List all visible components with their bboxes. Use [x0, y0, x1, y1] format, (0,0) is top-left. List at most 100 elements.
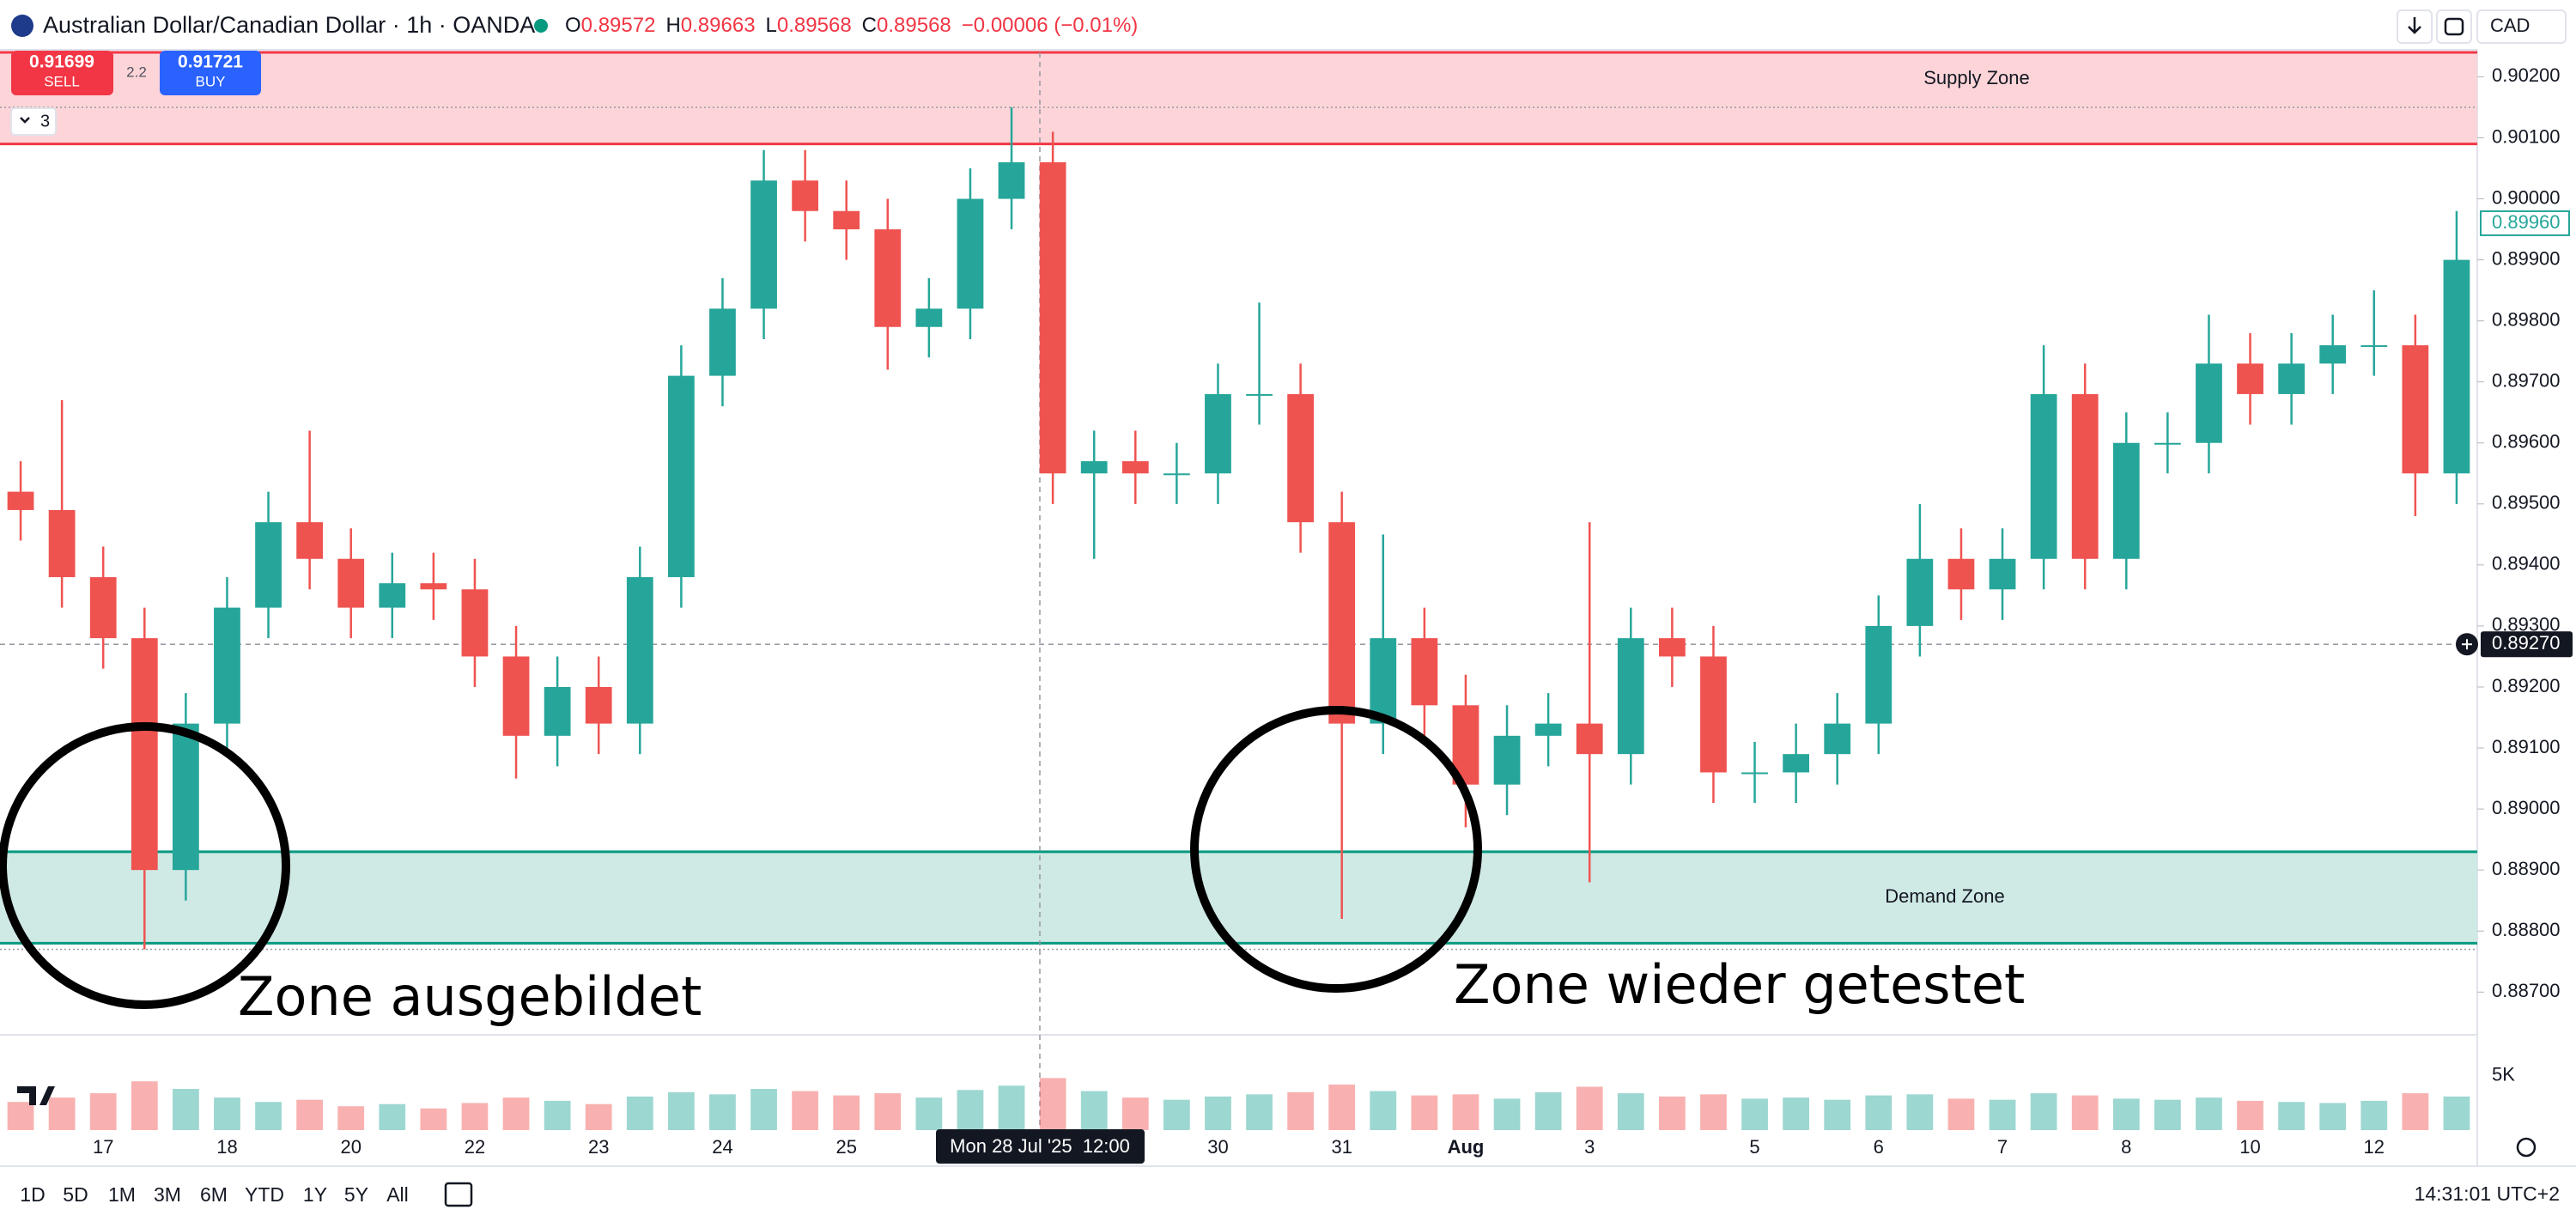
volume-bar — [379, 1103, 406, 1130]
candle-body — [1824, 723, 1851, 755]
volume-bar — [1906, 1094, 1934, 1130]
y-tick-label: 0.90000 — [2492, 186, 2561, 208]
candle-body — [296, 522, 324, 559]
sell-label: SELL — [44, 73, 80, 89]
candle-body — [1906, 558, 1934, 626]
last-price-label: 0.89960 — [2492, 211, 2561, 233]
volume-bar — [2196, 1097, 2222, 1130]
buy-button[interactable] — [160, 51, 261, 95]
y-tick-label: 0.89700 — [2492, 370, 2561, 392]
candle-body — [2112, 442, 2140, 559]
volume-bar — [2237, 1100, 2263, 1130]
candle-body — [2360, 345, 2388, 348]
market-status — [534, 19, 548, 33]
candle-body — [48, 509, 76, 578]
y-tick-label: 0.89900 — [2492, 247, 2561, 269]
candle-body — [1205, 393, 1231, 474]
crosshair-time-label: Mon 28 Jul '25 12:00 — [950, 1135, 1130, 1157]
candle-body — [2278, 363, 2306, 394]
candle-body — [89, 577, 117, 639]
volume-bar — [626, 1096, 653, 1130]
x-tick-label: 22 — [465, 1136, 485, 1158]
candle-body — [2030, 393, 2057, 559]
x-tick-label: 8 — [2121, 1136, 2131, 1158]
candle-body — [461, 589, 489, 657]
candle-body — [1411, 638, 1438, 706]
ohlc-value: 0.89568 — [777, 14, 852, 37]
volume-bar — [1370, 1091, 1397, 1130]
range-button[interactable]: YTD — [245, 1183, 284, 1206]
indicators-count: 3 — [40, 112, 50, 131]
volume-bar — [1783, 1097, 1810, 1130]
candle-body — [1700, 656, 1727, 773]
candle-body — [667, 375, 695, 578]
range-button[interactable]: 5Y — [344, 1183, 368, 1206]
volume-bar — [461, 1103, 489, 1130]
volume-bar — [214, 1097, 240, 1130]
candle-body — [2196, 363, 2222, 443]
x-tick-label: 31 — [1331, 1136, 1352, 1158]
candle-body — [1989, 558, 2016, 590]
candle-body — [1534, 723, 1562, 736]
range-button[interactable]: All — [386, 1183, 409, 1206]
volume-bar — [1163, 1099, 1190, 1130]
refresh-icon — [2444, 17, 2464, 36]
range-button[interactable]: 1M — [108, 1183, 136, 1206]
range-button[interactable]: 5D — [63, 1183, 88, 1206]
range-button[interactable]: 1D — [20, 1183, 45, 1206]
volume-bar — [255, 1102, 282, 1130]
y-tick-label: 0.89100 — [2492, 736, 2561, 757]
volume-bar — [585, 1103, 612, 1130]
ohlc-key: H — [665, 14, 680, 37]
volume-bar — [1989, 1099, 2016, 1130]
candle-body — [7, 491, 34, 510]
candle-body — [1865, 625, 1893, 724]
candle-body — [1039, 161, 1066, 474]
y-tick-label: 0.89600 — [2492, 431, 2561, 453]
candle-body — [1246, 393, 1273, 396]
range-button[interactable]: 6M — [200, 1183, 228, 1206]
volume-bar — [2154, 1099, 2181, 1130]
candle-body — [585, 686, 612, 724]
volume-bar — [1617, 1093, 1644, 1130]
zone — [0, 851, 2477, 944]
sell-button[interactable] — [11, 51, 113, 95]
settings-icon[interactable] — [2516, 1137, 2537, 1158]
candle-body — [2443, 259, 2470, 474]
candle-body — [1658, 638, 1686, 657]
sell-price: 0.91699 — [29, 52, 94, 72]
volume-bar — [2071, 1095, 2099, 1130]
volume-bar — [2278, 1102, 2306, 1130]
volume-bar — [1205, 1096, 1231, 1130]
candle-body — [502, 656, 530, 736]
annotation: Zone ausgebildet — [238, 965, 702, 1028]
candle-body — [420, 583, 447, 590]
candle-body — [2402, 345, 2429, 474]
volume-bar — [1452, 1094, 1479, 1130]
range-button[interactable]: 3M — [154, 1183, 181, 1206]
candle-body — [1617, 638, 1644, 755]
volume-tick-label: 5K — [2492, 1064, 2515, 1085]
zone-label: Supply Zone — [1923, 67, 2030, 88]
zone — [0, 52, 2477, 144]
volume-bar — [2030, 1093, 2057, 1130]
x-tick-label: 25 — [835, 1136, 856, 1158]
chevron — [20, 117, 30, 124]
currency-button[interactable] — [2476, 9, 2567, 44]
candle-body — [2237, 363, 2263, 394]
candle-body — [792, 180, 819, 211]
date-range-icon[interactable] — [444, 1182, 473, 1207]
volume-bar — [420, 1108, 447, 1130]
range-button[interactable]: 1Y — [303, 1183, 327, 1206]
candle-body — [337, 558, 365, 608]
candle-body — [957, 198, 984, 309]
indicators-toggle[interactable] — [10, 107, 57, 136]
download-icon — [2408, 17, 2421, 34]
x-tick-label: 24 — [712, 1136, 732, 1158]
volume-bar — [1411, 1095, 1438, 1130]
ohlc-value: 0.89572 — [581, 14, 656, 37]
candle-body — [172, 723, 199, 871]
candle-body — [1328, 522, 1356, 724]
refresh-button[interactable] — [2436, 9, 2472, 44]
